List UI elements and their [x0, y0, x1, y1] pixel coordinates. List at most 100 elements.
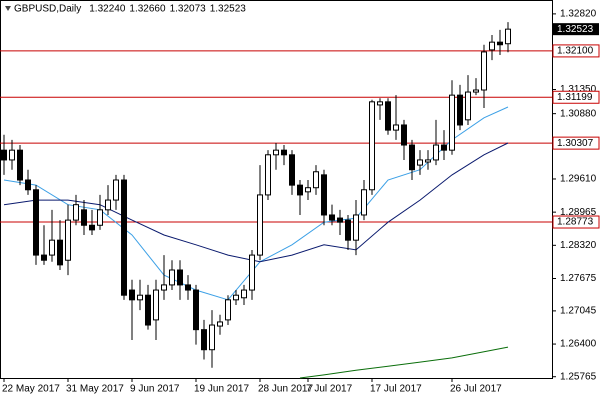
candle-body — [361, 189, 367, 216]
candle-body — [489, 41, 495, 51]
price-level-box — [552, 90, 600, 104]
candle-body — [337, 217, 343, 223]
current-price-box — [553, 23, 599, 36]
candle-body — [233, 294, 239, 301]
candle-body — [201, 329, 207, 351]
quote-label: 1.32660 — [129, 4, 166, 15]
candle-body — [457, 94, 463, 126]
y-tick-label: 1.31350 — [560, 84, 597, 95]
candle-body — [137, 294, 143, 301]
candle-body — [257, 194, 263, 256]
candle-body — [89, 224, 95, 231]
candle-body — [297, 184, 303, 196]
moving-average — [3, 142, 509, 263]
candle-body — [249, 254, 255, 291]
candle-body — [409, 144, 415, 171]
candle-body — [465, 91, 471, 121]
candle-body — [473, 89, 479, 93]
y-tick-label: 1.28320 — [560, 240, 597, 251]
candle-body — [273, 149, 279, 156]
x-tick-label: 7 Jul 2017 — [306, 384, 353, 395]
candle-body — [209, 324, 215, 351]
price-level-label: 1.30307 — [557, 138, 594, 149]
x-tick-label: 22 May 2017 — [2, 384, 60, 395]
candle-body — [265, 154, 271, 196]
quote-label: 1.32073 — [170, 4, 207, 15]
symbol-label: GBPUSD,Daily — [14, 4, 81, 15]
price-level-box — [552, 215, 600, 229]
candle-body — [401, 124, 407, 146]
y-tick-label: 1.29610 — [560, 174, 597, 185]
candle-body — [281, 149, 287, 156]
x-tick-label: 31 May 2017 — [66, 384, 124, 395]
candle-body — [185, 284, 191, 291]
candle-body — [81, 209, 87, 226]
candle-body — [65, 219, 71, 261]
x-tick-label: 17 Jul 2017 — [370, 384, 422, 395]
price-level-box — [552, 136, 600, 150]
candle-body — [481, 51, 487, 91]
candle-body — [217, 321, 223, 327]
quote-label: 1.32523 — [210, 4, 247, 15]
candle-body — [369, 101, 375, 191]
price-level-label: 1.31199 — [557, 92, 593, 103]
moving-average — [299, 346, 509, 379]
candle-body — [169, 269, 175, 286]
candle-body — [161, 284, 167, 291]
price-level-box — [552, 44, 600, 58]
candle-body — [145, 294, 151, 326]
candle-body — [121, 179, 127, 296]
candle-body — [505, 28, 511, 45]
candle-body — [441, 144, 447, 151]
candle-body — [9, 149, 15, 161]
candle-body — [305, 187, 311, 193]
candle-body — [433, 144, 439, 161]
x-tick-label: 26 Jul 2017 — [450, 384, 502, 395]
y-tick-label: 1.26400 — [560, 339, 597, 350]
candle-body — [105, 199, 111, 211]
candle-body — [313, 171, 319, 189]
symbol-icon — [5, 6, 11, 11]
x-tick-label: 19 Jun 2017 — [194, 384, 249, 395]
candle-body — [321, 174, 327, 216]
candle-body — [17, 149, 23, 181]
candle-body — [177, 269, 183, 286]
candle-body — [97, 209, 103, 226]
quote-label: 1.32240 — [89, 4, 126, 15]
candle-body — [425, 159, 431, 163]
candle-body — [329, 214, 335, 221]
y-tick-label: 1.32820 — [560, 9, 597, 20]
candle-body — [345, 219, 351, 241]
candle-body — [225, 299, 231, 321]
candle-body — [377, 101, 383, 106]
x-tick-label: 9 Jun 2017 — [130, 384, 180, 395]
candle-body — [49, 239, 55, 256]
candle-body — [73, 204, 79, 221]
candle-body — [25, 179, 31, 191]
candle-body — [41, 254, 47, 261]
y-tick-label: 1.25765 — [560, 371, 597, 382]
y-tick-label: 1.28965 — [560, 207, 597, 218]
candle-body — [153, 289, 159, 321]
candle-body — [1, 149, 7, 161]
current-price-label: 1.32523 — [557, 24, 594, 35]
candle-body — [385, 101, 391, 131]
candle-body — [241, 289, 247, 299]
candle-body — [497, 41, 503, 46]
candle-body — [113, 179, 119, 201]
x-tick-label: 28 Jun 2017 — [258, 384, 313, 395]
y-tick-label: 1.30880 — [560, 108, 597, 119]
candle-body — [289, 154, 295, 186]
candle-body — [417, 159, 423, 166]
candle-body — [33, 189, 39, 256]
candle-body — [353, 214, 359, 241]
y-tick-label: 1.27675 — [560, 273, 597, 284]
candle-body — [57, 239, 63, 266]
price-level-label: 1.28773 — [557, 217, 594, 228]
candle-body — [449, 94, 455, 151]
candle-body — [193, 289, 199, 331]
y-tick-label: 1.27045 — [560, 306, 597, 317]
price-level-label: 1.32100 — [557, 46, 594, 57]
candle-body — [393, 124, 399, 131]
candle-body — [129, 289, 135, 301]
